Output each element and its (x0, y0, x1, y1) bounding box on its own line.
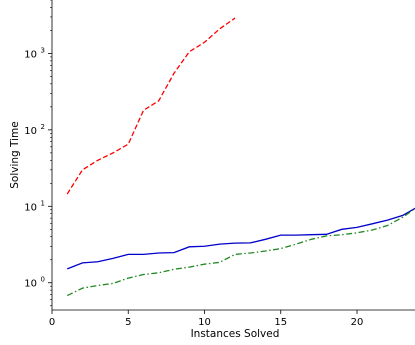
x-tick-label: 20 (351, 317, 364, 328)
series-line-3 (66, 207, 415, 297)
series-line-2 (67, 207, 415, 270)
y-tick-label: 10 (24, 49, 37, 60)
x-tick-label: 15 (274, 317, 287, 328)
y-tick-exponent: 2 (41, 123, 45, 131)
series-line-1 (66, 17, 236, 195)
y-tick-base: 10 (24, 202, 37, 213)
x-axis-label: Instances Solved (191, 328, 280, 340)
y-tick-exponent: 0 (41, 276, 45, 284)
y-tick-base: 10 (24, 126, 37, 137)
x-axis-ticks: 051015202 (49, 310, 364, 328)
y-axis-ticks: 10 0 10 1 10 2 10 3 (24, 0, 52, 307)
y-tick-base: 10 (24, 49, 37, 60)
x-tick-label: 5 (125, 317, 131, 328)
y-tick-label: 10 (24, 126, 37, 137)
y-tick-base: 10 (24, 279, 37, 290)
y-axis-label: Solving Time (9, 121, 21, 189)
x-tick-label: 0 (49, 317, 55, 328)
y-tick-label: 10 (24, 279, 37, 290)
plot-area (66, 17, 415, 297)
y-tick-exponent: 1 (41, 199, 45, 207)
y-tick-exponent: 3 (41, 46, 45, 54)
y-tick-label: 10 (24, 202, 37, 213)
x-tick-label: 10 (198, 317, 211, 328)
